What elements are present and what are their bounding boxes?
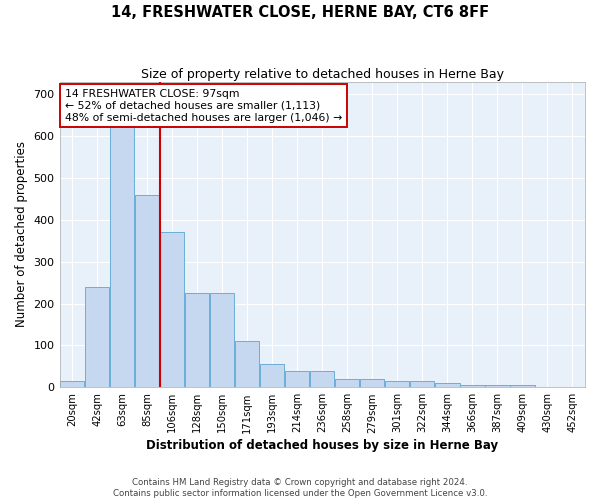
Bar: [285, 370, 310, 388]
Bar: [435, 383, 460, 388]
Y-axis label: Number of detached properties: Number of detached properties: [15, 142, 28, 328]
Bar: [460, 385, 485, 388]
Text: Contains HM Land Registry data © Crown copyright and database right 2024.
Contai: Contains HM Land Registry data © Crown c…: [113, 478, 487, 498]
Bar: [260, 364, 284, 388]
Bar: [360, 379, 385, 388]
Bar: [110, 122, 134, 388]
Text: 14 FRESHWATER CLOSE: 97sqm
← 52% of detached houses are smaller (1,113)
48% of s: 14 FRESHWATER CLOSE: 97sqm ← 52% of deta…: [65, 90, 342, 122]
Bar: [335, 379, 359, 388]
Bar: [485, 385, 509, 388]
Bar: [385, 381, 409, 388]
Bar: [185, 293, 209, 388]
Bar: [511, 385, 535, 388]
Text: 14, FRESHWATER CLOSE, HERNE BAY, CT6 8FF: 14, FRESHWATER CLOSE, HERNE BAY, CT6 8FF: [111, 5, 489, 20]
Bar: [410, 381, 434, 388]
Bar: [135, 194, 159, 388]
Bar: [310, 370, 334, 388]
Title: Size of property relative to detached houses in Herne Bay: Size of property relative to detached ho…: [141, 68, 504, 80]
Bar: [85, 287, 109, 388]
Bar: [60, 381, 84, 388]
Bar: [160, 232, 184, 388]
Bar: [210, 293, 235, 388]
X-axis label: Distribution of detached houses by size in Herne Bay: Distribution of detached houses by size …: [146, 440, 499, 452]
Bar: [235, 342, 259, 388]
